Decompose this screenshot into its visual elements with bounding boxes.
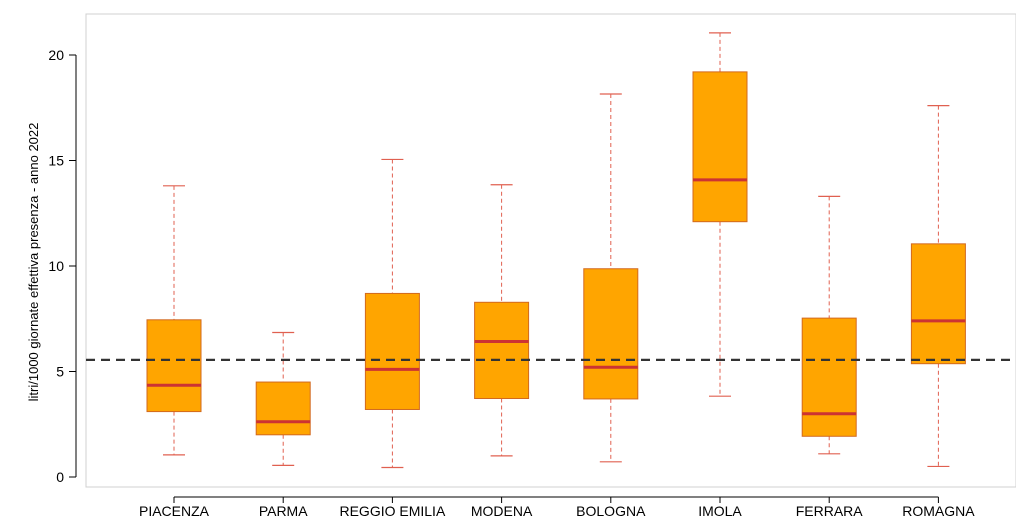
x-tick-label: ROMAGNA: [902, 503, 975, 519]
x-tick-label: FERRARA: [796, 503, 864, 519]
iqr-box: [801, 317, 857, 437]
x-tick-label: MODENA: [471, 503, 533, 519]
y-axis-title: litri/1000 giornate effettiva presenza -…: [26, 123, 41, 402]
y-tick-label: 20: [48, 47, 64, 63]
x-axis: PIACENZA PARMA REGGIO EMILIA MODENA BOLOGNA I…: [139, 496, 975, 519]
box-piacenza: [146, 185, 202, 456]
x-tick-label: PIACENZA: [139, 503, 210, 519]
box-modena: [474, 184, 530, 457]
iqr-box: [692, 71, 748, 223]
box-romagna: [910, 105, 966, 468]
y-axis: 0 5 10 15 20: [48, 47, 77, 485]
box-reggio-emilia: [364, 158, 420, 469]
box-bologna: [583, 93, 639, 463]
plot-frame: [85, 13, 1016, 488]
iqr-box: [583, 268, 639, 400]
y-tick-label: 15: [48, 153, 64, 169]
box-series: [146, 32, 966, 469]
iqr-box: [910, 243, 966, 365]
box-imola: [692, 32, 748, 397]
iqr-box: [255, 381, 311, 436]
x-tick-label: PARMA: [259, 503, 308, 519]
iqr-box: [474, 301, 530, 400]
x-tick-label: BOLOGNA: [576, 503, 646, 519]
iqr-box: [146, 319, 202, 413]
x-tick-label: IMOLA: [698, 503, 742, 519]
x-tick-label: REGGIO EMILIA: [339, 503, 445, 519]
y-tick-label: 0: [56, 469, 64, 485]
y-tick-label: 5: [56, 364, 64, 380]
iqr-box: [364, 292, 420, 410]
box-parma: [255, 331, 311, 466]
box-ferrara: [801, 195, 857, 455]
y-tick-label: 10: [48, 258, 64, 274]
